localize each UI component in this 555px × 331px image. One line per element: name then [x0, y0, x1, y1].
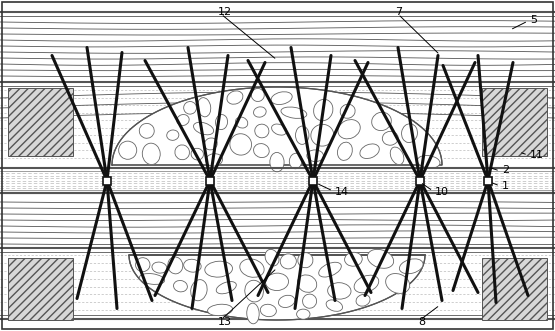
Ellipse shape	[356, 294, 370, 306]
Ellipse shape	[204, 138, 217, 150]
Ellipse shape	[184, 102, 196, 114]
Ellipse shape	[166, 130, 179, 140]
Ellipse shape	[289, 153, 302, 169]
Text: 10: 10	[435, 187, 449, 197]
Ellipse shape	[184, 259, 201, 272]
Bar	[416, 176, 424, 184]
Ellipse shape	[386, 273, 410, 293]
Ellipse shape	[198, 98, 211, 117]
Text: 8: 8	[418, 317, 425, 327]
Text: 5: 5	[530, 15, 537, 25]
Ellipse shape	[251, 88, 264, 102]
Ellipse shape	[191, 280, 207, 301]
Ellipse shape	[402, 124, 417, 143]
Ellipse shape	[119, 141, 137, 159]
Ellipse shape	[338, 119, 360, 139]
Ellipse shape	[176, 115, 189, 125]
Text: 14: 14	[335, 187, 349, 197]
Ellipse shape	[247, 303, 259, 324]
Ellipse shape	[279, 295, 295, 307]
Ellipse shape	[230, 134, 251, 155]
Ellipse shape	[296, 309, 310, 319]
Bar	[206, 176, 214, 184]
Ellipse shape	[215, 115, 228, 130]
Ellipse shape	[191, 148, 204, 160]
Bar	[482, 258, 547, 320]
Ellipse shape	[208, 304, 233, 316]
Ellipse shape	[281, 107, 307, 118]
Ellipse shape	[367, 249, 393, 268]
Ellipse shape	[340, 104, 355, 118]
Ellipse shape	[311, 124, 334, 146]
Text: 13: 13	[218, 317, 232, 327]
Ellipse shape	[255, 124, 269, 138]
Text: 1: 1	[502, 181, 509, 191]
Ellipse shape	[216, 282, 236, 294]
Ellipse shape	[205, 261, 233, 277]
Ellipse shape	[307, 150, 324, 162]
Ellipse shape	[297, 275, 317, 292]
Ellipse shape	[280, 254, 296, 269]
Bar	[8, 88, 73, 156]
Bar	[482, 88, 547, 156]
Ellipse shape	[390, 147, 404, 165]
Ellipse shape	[417, 156, 440, 168]
Ellipse shape	[227, 91, 243, 104]
Ellipse shape	[245, 280, 264, 302]
Ellipse shape	[372, 112, 391, 131]
Ellipse shape	[314, 99, 333, 121]
Ellipse shape	[265, 273, 289, 291]
Ellipse shape	[139, 123, 154, 138]
Ellipse shape	[354, 275, 379, 293]
Ellipse shape	[206, 154, 223, 166]
Ellipse shape	[254, 144, 269, 158]
Bar	[8, 258, 73, 320]
Ellipse shape	[235, 117, 248, 128]
Text: 12: 12	[218, 7, 232, 17]
Ellipse shape	[139, 273, 165, 284]
Ellipse shape	[135, 258, 150, 272]
Ellipse shape	[400, 259, 423, 274]
Ellipse shape	[382, 131, 398, 145]
Ellipse shape	[337, 142, 352, 161]
Ellipse shape	[270, 152, 284, 172]
Ellipse shape	[194, 122, 214, 135]
Ellipse shape	[295, 126, 309, 144]
Ellipse shape	[271, 124, 287, 135]
Ellipse shape	[175, 145, 189, 160]
Polygon shape	[129, 255, 425, 320]
Ellipse shape	[174, 280, 188, 292]
Ellipse shape	[298, 253, 313, 268]
Text: 11: 11	[530, 150, 544, 160]
Ellipse shape	[254, 107, 266, 117]
Ellipse shape	[265, 249, 279, 266]
Bar	[484, 176, 492, 184]
Bar	[309, 176, 317, 184]
Polygon shape	[112, 87, 442, 165]
Ellipse shape	[240, 259, 264, 277]
Text: 7: 7	[395, 7, 402, 17]
Ellipse shape	[271, 92, 292, 105]
Ellipse shape	[152, 262, 167, 273]
Ellipse shape	[168, 257, 183, 274]
Ellipse shape	[142, 143, 160, 165]
Ellipse shape	[260, 304, 276, 317]
Ellipse shape	[345, 252, 362, 266]
Ellipse shape	[360, 144, 379, 159]
Ellipse shape	[326, 300, 342, 311]
Ellipse shape	[302, 294, 316, 308]
Text: 2: 2	[502, 165, 509, 175]
Ellipse shape	[319, 262, 341, 277]
Ellipse shape	[327, 283, 351, 299]
Bar	[103, 176, 111, 184]
